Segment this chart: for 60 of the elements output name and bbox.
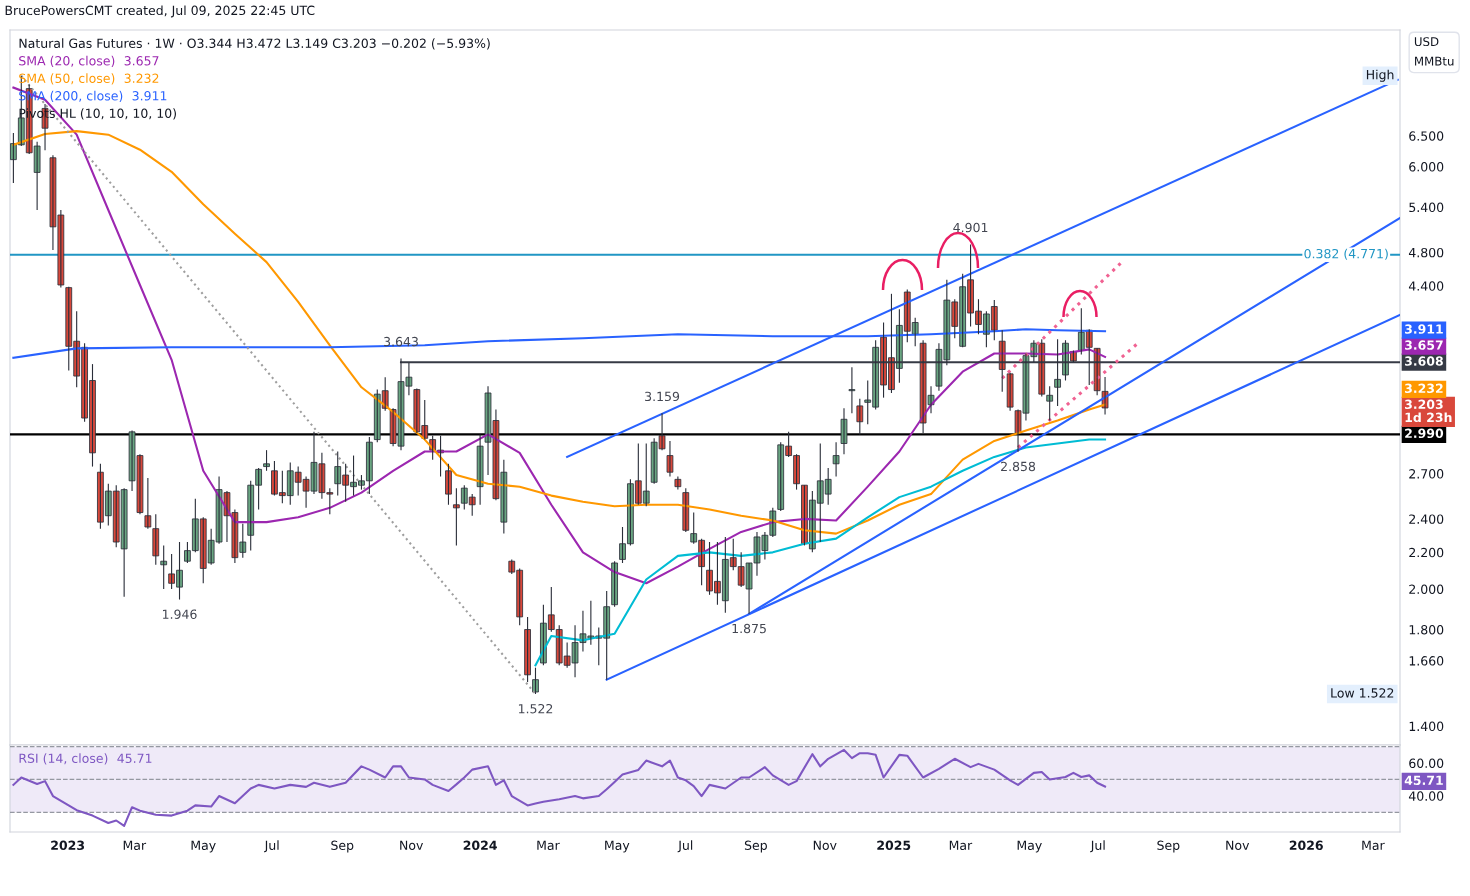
x-tick-label: Jul: [677, 840, 693, 853]
series-label: SMA (20, close): [19, 55, 115, 67]
x-tick-label: Nov: [1226, 840, 1250, 851]
x-tick-label: Nov: [400, 840, 423, 851]
y-tick-label: 5.400: [1409, 202, 1444, 213]
text: Natural Gas Futures · 1W · O3.344 H3.472 L3.149 C3.203 −0.202 (−5.93%): [19, 38, 490, 50]
annotation: 3.657: [124, 56, 159, 66]
data-label: 3.608: [1405, 356, 1443, 366]
y-tick-label: 2.000: [1409, 584, 1444, 594]
x-tick-label: May: [191, 840, 216, 853]
ref-line-label: 0.382 (4.771): [1304, 248, 1388, 260]
text: 3.232: [1405, 383, 1443, 394]
annotation: 4.901: [953, 222, 988, 233]
x-tick-label: 2023: [51, 840, 85, 851]
y-tick-label: 1.660: [1409, 656, 1444, 666]
y-tick-label: 1.800: [1409, 624, 1444, 635]
y-axis-title: USD MMBtu: [1414, 37, 1454, 66]
annotation: 1.522: [518, 703, 553, 714]
x-tick-label: Nov: [813, 840, 837, 851]
ref-line-label: 2.990: [1405, 428, 1444, 439]
x-tick-label: May: [605, 840, 630, 853]
text: 3.657: [1405, 340, 1443, 350]
x-tick-label: Mar: [1362, 840, 1385, 851]
annotation: 3.911: [132, 91, 167, 101]
y-tick-label: 4.800: [1408, 247, 1444, 258]
annotation: 3.643: [384, 336, 418, 347]
x-tick-label: Mar: [123, 840, 147, 851]
annotation: High: [1366, 69, 1394, 82]
x-tick-label: Mar: [949, 840, 973, 851]
y-tick-label: 2.400: [1409, 514, 1444, 524]
y-tick-label: 2.200: [1409, 547, 1444, 558]
x-tick-label: 2026: [1289, 840, 1323, 851]
y-tick-label: 4.400: [1408, 281, 1444, 291]
x-tick-label: Sep: [744, 840, 767, 853]
x-tick-label: Mar: [537, 840, 560, 851]
x-tick-label: 2024: [463, 840, 497, 851]
y-tick-label: 1.400: [1409, 721, 1444, 732]
x-tick-label: 2025: [877, 840, 911, 851]
text: BrucePowersCMT created, Jul 09, 2025 22:45 UTC: [5, 5, 315, 18]
y-tick-label: 6.500: [1409, 131, 1444, 141]
annotation: 3.232: [124, 73, 159, 84]
x-tick-label: Sep: [331, 840, 354, 853]
annotation: 45.71: [117, 753, 152, 764]
y-tick-label: 60.00: [1409, 758, 1444, 768]
text: 3.911: [1405, 324, 1443, 334]
series-label: RSI (14, close): [19, 753, 108, 765]
y-tick-label: 6.000: [1409, 162, 1444, 172]
y-tick-label: 2.700: [1409, 469, 1444, 479]
annotation: 3.159: [645, 391, 680, 402]
annotation: 2.858: [1001, 461, 1036, 472]
x-tick-label: Jul: [263, 840, 279, 853]
x-tick-label: Jul: [1090, 840, 1105, 853]
annotation: 1.875: [732, 623, 766, 634]
annotation: Low 1.522: [1331, 688, 1394, 698]
text: 3.203 1d 23h: [1405, 399, 1452, 423]
x-tick-label: Sep: [1157, 840, 1180, 853]
annotation: 1.946: [162, 609, 197, 619]
text: 45.71: [1404, 775, 1443, 786]
y-tick-label: 40.00: [1408, 791, 1444, 801]
x-tick-label: May: [1017, 840, 1042, 853]
